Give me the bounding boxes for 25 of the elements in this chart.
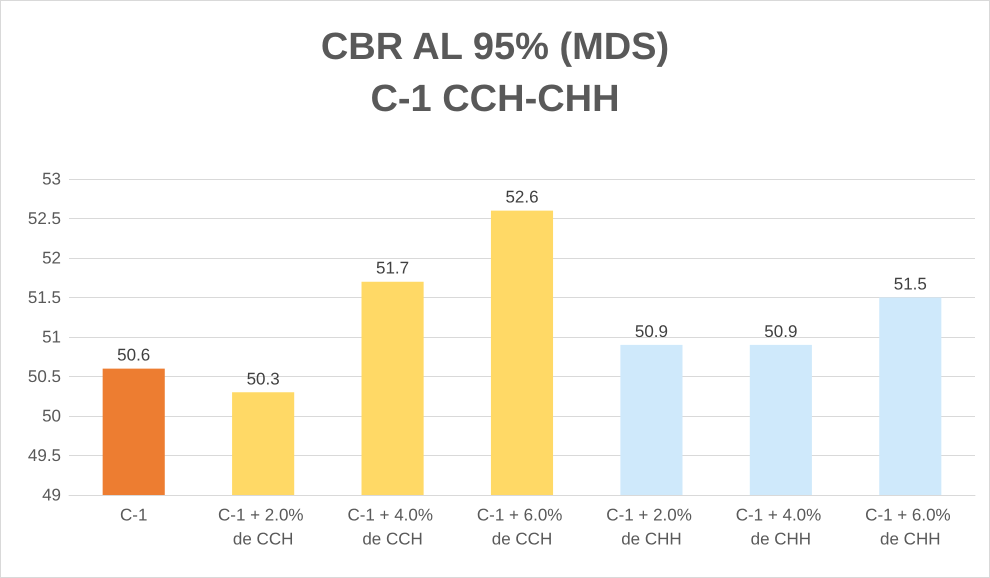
y-tick-label: 51.5 [28, 288, 61, 307]
data-label: 50.3 [246, 369, 280, 388]
data-label: 52.6 [505, 188, 539, 207]
x-tick-label: C-1 + 6.0% de CHH [865, 506, 956, 548]
y-tick-label: 49.5 [28, 446, 61, 465]
chart-subtitle: C-1 CCH-CHH [370, 78, 620, 120]
y-tick-label: 51 [42, 328, 61, 346]
y-tick-label: 49 [42, 486, 61, 504]
data-label: 51.5 [894, 274, 927, 294]
data-label: 51.7 [376, 258, 410, 278]
x-tick-label: C-1 [120, 506, 148, 524]
y-tick-label: 50 [42, 406, 61, 426]
x-tick-label: C-1 + 2.0% de CHH [606, 506, 697, 548]
y-tick-label: 50.5 [28, 367, 61, 386]
data-label: 50.6 [117, 346, 150, 365]
x-tick-label: C-1 + 6.0% de CCH [476, 506, 568, 548]
data-label: 50.9 [634, 322, 668, 341]
chart-title: CBR AL 95% (MDS) [320, 26, 670, 68]
data-label: 50.9 [764, 322, 798, 341]
y-tick-label: 53 [42, 170, 61, 188]
x-tick-label: C-1 + 4.0% de CHH [736, 506, 826, 548]
x-tick-label: C-1 + 4.0% de CCH [347, 506, 438, 548]
y-tick-label: 52.5 [28, 209, 61, 228]
y-tick-label: 52 [42, 248, 61, 268]
x-tick-label: C-1 + 2.0% de CCH [218, 506, 308, 548]
